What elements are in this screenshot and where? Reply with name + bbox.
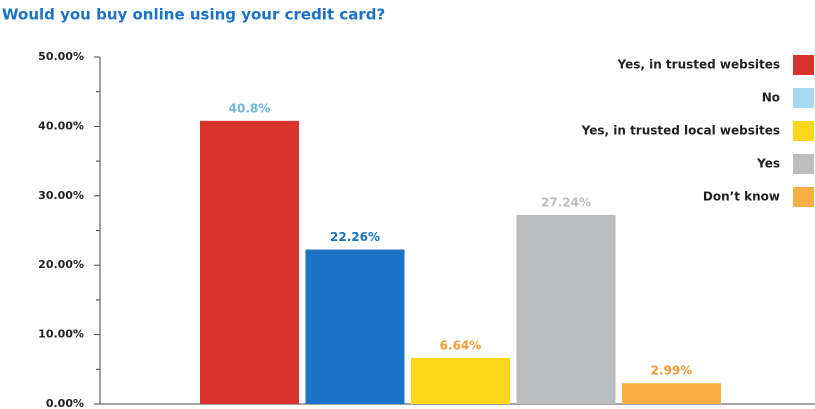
legend-swatch [793, 55, 814, 75]
value-label: 40.8% [229, 101, 271, 115]
legend-label: Yes [756, 157, 780, 171]
legend-label: No [762, 91, 780, 105]
bar [411, 357, 510, 404]
y-tick-label: 10.00% [38, 328, 84, 341]
bar [200, 120, 299, 405]
legend-swatch [793, 187, 814, 207]
value-label: 2.99% [651, 364, 693, 378]
y-tick-label: 40.00% [38, 119, 84, 132]
y-tick-label: 50.00% [38, 50, 84, 63]
legend-swatch [793, 154, 814, 174]
chart-title: Would you buy online using your credit c… [2, 6, 385, 24]
value-label: 6.64% [440, 338, 482, 352]
legend-label: Don’t know [703, 190, 780, 204]
legend-swatch [793, 121, 814, 141]
y-tick-label: 30.00% [38, 189, 84, 202]
bar [305, 249, 405, 404]
y-tick-label: 0.00% [46, 397, 84, 409]
bar [622, 383, 721, 404]
y-tick-label: 20.00% [38, 258, 84, 271]
bar [516, 214, 616, 404]
value-label: 22.26% [330, 230, 380, 244]
value-label: 27.24% [541, 195, 591, 209]
legend-label: Yes, in trusted local websites [581, 124, 780, 138]
legend-label: Yes, in trusted websites [616, 58, 780, 72]
legend-swatch [793, 88, 814, 108]
